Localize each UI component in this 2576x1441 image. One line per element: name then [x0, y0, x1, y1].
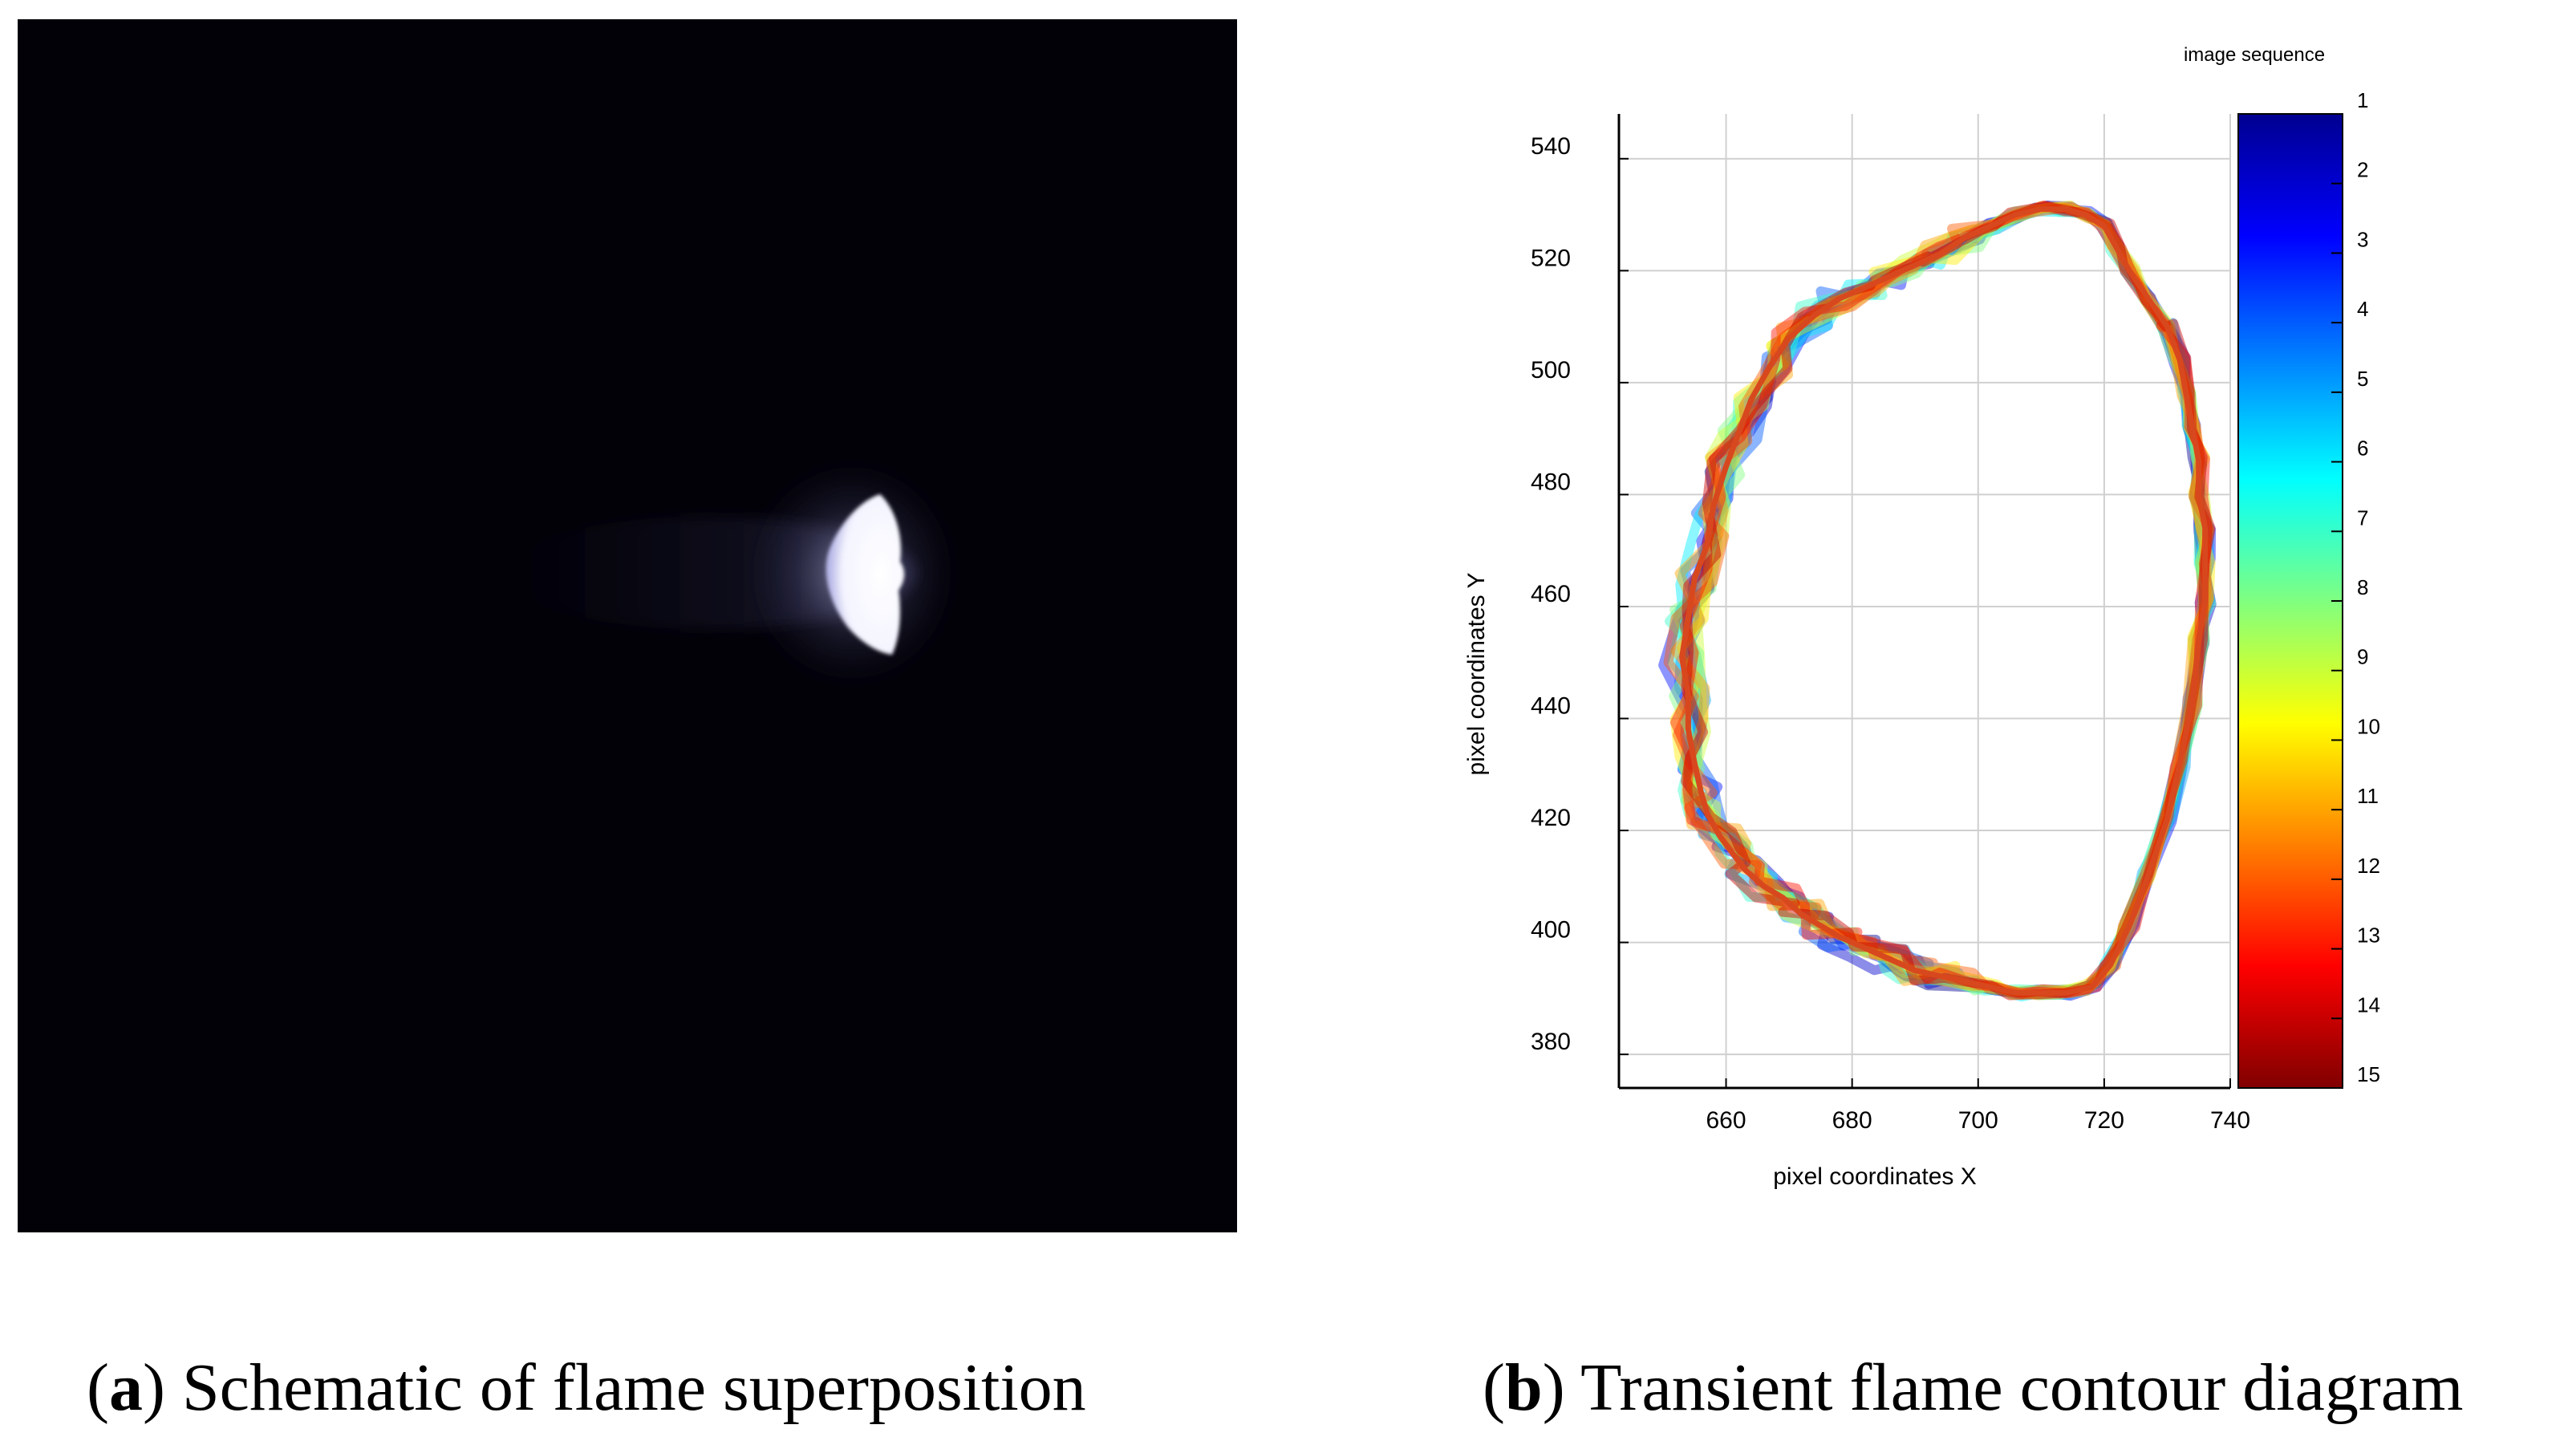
x-tick-label: 660 — [1706, 1107, 1746, 1134]
contour-frame-5 — [1681, 202, 2215, 1001]
y-tick-label: 540 — [1531, 133, 1571, 160]
colorbar-tick-label: 13 — [2357, 923, 2380, 948]
y-tick-label: 400 — [1531, 917, 1571, 944]
colorbar-tick-label: 14 — [2357, 992, 2380, 1017]
flame-photo — [18, 19, 1237, 1232]
y-tick-label: 520 — [1531, 245, 1571, 271]
y-tick-label: 460 — [1531, 581, 1571, 607]
x-tick-label: 720 — [2084, 1107, 2124, 1134]
contour-frame-15 — [1679, 206, 2209, 996]
y-tick-label: 480 — [1531, 469, 1571, 495]
contour-frame-14 — [1681, 201, 2216, 1001]
y-tick-label: 440 — [1531, 693, 1571, 720]
colorbar-tick-label: 10 — [2357, 714, 2380, 738]
contour-frame-13 — [1670, 200, 2213, 998]
y-axis-label: pixel coordinates Y — [1463, 573, 1490, 776]
contour-frame-1 — [1678, 202, 2209, 997]
caption-b-text: Transient flame contour diagram — [1580, 1350, 2464, 1425]
contour-frame-7 — [1665, 202, 2217, 997]
contour-frame-8 — [1669, 203, 2214, 1001]
y-tick-label: 420 — [1531, 805, 1571, 831]
caption-a-text: Schematic of flame superposition — [181, 1350, 1086, 1425]
flame-core — [826, 494, 905, 655]
y-tick-label: 380 — [1531, 1029, 1571, 1055]
caption-a-letter: a — [108, 1350, 143, 1425]
contour-frame-3 — [1658, 201, 2217, 1001]
contour-frame-9 — [1686, 202, 2213, 996]
colorbar-tick-label: 1 — [2357, 88, 2368, 112]
colorbar-tick-label: 15 — [2357, 1062, 2380, 1086]
colorbar-tick-label: 11 — [2357, 784, 2379, 808]
photo-background — [18, 19, 1237, 1232]
x-tick-label: 740 — [2210, 1107, 2250, 1134]
caption-b-letter: b — [1504, 1350, 1543, 1425]
contour-frame-2 — [1679, 201, 2217, 999]
colorbar-tick-label: 2 — [2357, 158, 2368, 182]
contour-frame-11 — [1670, 201, 2212, 1001]
colorbar-tick-label: 4 — [2357, 297, 2368, 321]
contour-frame-10 — [1669, 200, 2216, 1001]
x-tick-label: 680 — [1832, 1107, 1872, 1134]
caption-b: (b) Transient flame contour diagram — [1483, 1350, 2464, 1425]
colorbar-tick-label: 5 — [2357, 367, 2368, 391]
colorbar-tick-label: 3 — [2357, 227, 2368, 251]
colorbar — [2237, 113, 2343, 1089]
x-axis-label: pixel coordinates X — [1773, 1163, 1976, 1190]
colorbar-tick-label: 9 — [2357, 645, 2368, 669]
colorbar-tick-label: 6 — [2357, 436, 2368, 461]
colorbar-tick-label: 12 — [2357, 854, 2380, 878]
colorbar-tick-label: 8 — [2357, 575, 2368, 599]
contour-frame-12 — [1663, 202, 2214, 1000]
colorbar-label: image sequence — [2184, 44, 2325, 66]
colorbar-tick-label: 7 — [2357, 505, 2368, 530]
contour-frame-6 — [1667, 206, 2214, 1002]
y-tick-label: 500 — [1531, 357, 1571, 384]
contour-frame-4 — [1673, 202, 2215, 1000]
x-tick-label: 700 — [1958, 1107, 1998, 1134]
caption-a: (a) Schematic of flame superposition — [87, 1350, 1086, 1425]
